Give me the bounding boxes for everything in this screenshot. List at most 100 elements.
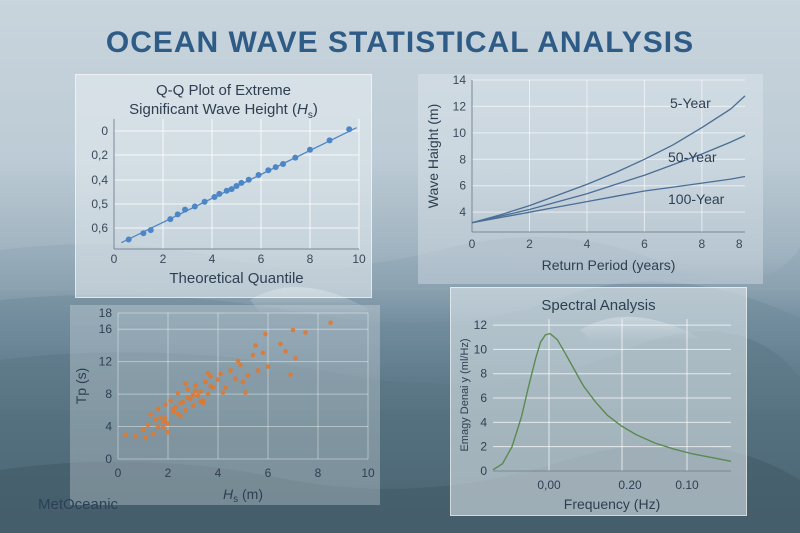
- sc-data-point: [158, 415, 163, 420]
- qq-title-line1: Q-Q Plot of Extreme: [155, 82, 292, 99]
- qq-data-point: [211, 194, 218, 201]
- return-period-chart: 4 6 8 10 12 14 0 2 4 6 8 8 Return Period (years) Wave…: [425, 74, 746, 273]
- rp-x-tick-label: 2: [526, 237, 533, 251]
- sc-data-point: [293, 356, 298, 361]
- sc-data-point: [183, 408, 188, 413]
- rp-y-tick-label: 14: [453, 74, 467, 87]
- sc-x-label-unit: (m): [238, 486, 263, 502]
- qq-title-symbol: H: [297, 101, 308, 118]
- qq-data-point: [201, 198, 208, 205]
- rp-y-tick-label: 4: [459, 205, 466, 219]
- sc-data-point: [220, 390, 226, 395]
- sc-y-tick-label: 0: [105, 452, 112, 466]
- qq-data-point: [326, 137, 333, 144]
- sc-data-point: [143, 435, 148, 441]
- sc-data-point: [168, 398, 173, 403]
- sp-y-tick-label: 10: [474, 342, 488, 356]
- rp-x-tick-label: 0: [469, 237, 476, 251]
- return-period-panel: 4 6 8 10 12 14 0 2 4 6 8 8 Return Period (years) Wave…: [418, 74, 763, 284]
- rp-x-tick-label: 8: [736, 237, 743, 251]
- sc-data-point: [155, 406, 161, 412]
- sc-x-tick-label: 10: [361, 466, 375, 480]
- sc-data-point: [153, 417, 158, 423]
- sc-x-tick-label: 6: [265, 466, 272, 480]
- qq-data-point: [245, 176, 252, 183]
- sc-data-point: [245, 373, 251, 378]
- sc-data-point: [238, 362, 243, 368]
- sc-data-point: [218, 371, 223, 377]
- sc-data-point: [155, 424, 161, 429]
- sp-y-tick-label: 12: [474, 318, 488, 332]
- qq-data-point: [307, 146, 313, 153]
- sc-data-point: [193, 382, 198, 388]
- qq-y-tick-label: 0,4: [91, 173, 108, 187]
- sc-data-point: [195, 393, 201, 399]
- sp-y-axis-label: Emagy Denai y (ml/Hz): [459, 338, 471, 451]
- qq-x-tick-label: 4: [209, 252, 216, 266]
- sc-y-axis-label: Tp (s): [73, 368, 89, 405]
- qq-x-tick-label: 2: [160, 252, 167, 266]
- qq-y-tick-label: 0: [101, 124, 108, 138]
- sc-data-point: [223, 385, 228, 390]
- sc-data-point: [160, 419, 166, 424]
- sp-x-tick-label: 0.10: [675, 478, 699, 492]
- spectral-title: Spectral Analysis: [541, 297, 656, 314]
- qq-data-point: [280, 160, 287, 167]
- sc-data-point: [163, 402, 168, 407]
- sc-data-point: [198, 389, 203, 394]
- sc-data-point: [260, 350, 266, 356]
- sp-x-tick-label: 0.20: [618, 478, 642, 492]
- qq-plot-panel: Q-Q Plot of Extreme Significant Wave Hei…: [75, 74, 372, 298]
- sc-data-point: [290, 327, 296, 333]
- sp-x-axis-label: Frequency (Hz): [564, 496, 660, 512]
- sc-data-point: [255, 368, 261, 373]
- sc-data-point: [190, 403, 196, 408]
- sc-data-point: [193, 388, 198, 394]
- sp-spectrum-line: [492, 332, 732, 471]
- sc-data-point: [240, 379, 246, 385]
- sc-data-point: [233, 376, 238, 381]
- qq-data-point: [233, 183, 240, 189]
- sc-data-point: [185, 386, 191, 392]
- hs-tp-scatter-chart: 0 4 8 12 16 18 0 2 4 6 8 10 Hs (m) Tp (s): [73, 306, 375, 505]
- sc-data-point: [185, 395, 191, 400]
- sc-data-point: [123, 432, 128, 437]
- sc-data-point: [208, 373, 213, 379]
- qq-data-point: [223, 187, 230, 194]
- sc-data-point: [288, 372, 293, 377]
- sc-data-point: [170, 407, 176, 412]
- qq-data-point: [272, 164, 279, 171]
- rp-y-tick-label: 8: [459, 152, 466, 166]
- sc-data-point: [165, 429, 171, 435]
- sc-y-tick-label: 12: [99, 355, 113, 369]
- sc-y-tick-label: 18: [99, 306, 113, 320]
- rp-x-tick-label: 4: [584, 237, 591, 251]
- qq-plot-chart: 0 0,2 0,4 0,5 0,6 0 2 4 6 8 10 Theoretical Quantile: [91, 119, 366, 287]
- rp-series-label-1: 50-Year: [668, 149, 717, 165]
- qq-data-point: [182, 206, 189, 213]
- sc-x-label-symbol: H: [223, 486, 234, 502]
- sc-data-point: [190, 392, 196, 398]
- qq-x-tick-label: 6: [258, 252, 265, 266]
- qq-x-tick-label: 0: [111, 252, 118, 266]
- rp-x-tick-label: 8: [699, 237, 706, 251]
- spectral-panel: Spectral Analysis 0 2 4 6 8 10 12 0,00 0.20 0.10 F…: [450, 287, 747, 516]
- sc-data-point: [148, 412, 153, 417]
- sc-data-point: [140, 427, 146, 433]
- qq-x-tick-label: 10: [352, 252, 366, 266]
- qq-plot-title: Q-Q Plot of Extreme Significant Wave Hei…: [76, 81, 371, 125]
- sc-data-point: [163, 416, 168, 421]
- sc-data-point: [175, 411, 181, 416]
- qq-data-point: [147, 227, 154, 234]
- qq-title-end: ): [312, 101, 318, 118]
- qq-title-text: Significant Wave Height (: [129, 101, 297, 118]
- sc-y-tick-label: 16: [99, 322, 113, 336]
- sp-y-tick-label: 4: [480, 415, 487, 429]
- sp-y-tick-label: 0: [480, 464, 487, 478]
- sc-data-point: [253, 343, 258, 348]
- sc-x-tick-label: 2: [165, 466, 172, 480]
- sp-y-tick-label: 2: [480, 440, 487, 454]
- sc-x-tick-label: 4: [215, 466, 222, 480]
- qq-x-axis-label: Theoretical Quantile: [169, 270, 303, 287]
- sc-data-point: [145, 422, 151, 428]
